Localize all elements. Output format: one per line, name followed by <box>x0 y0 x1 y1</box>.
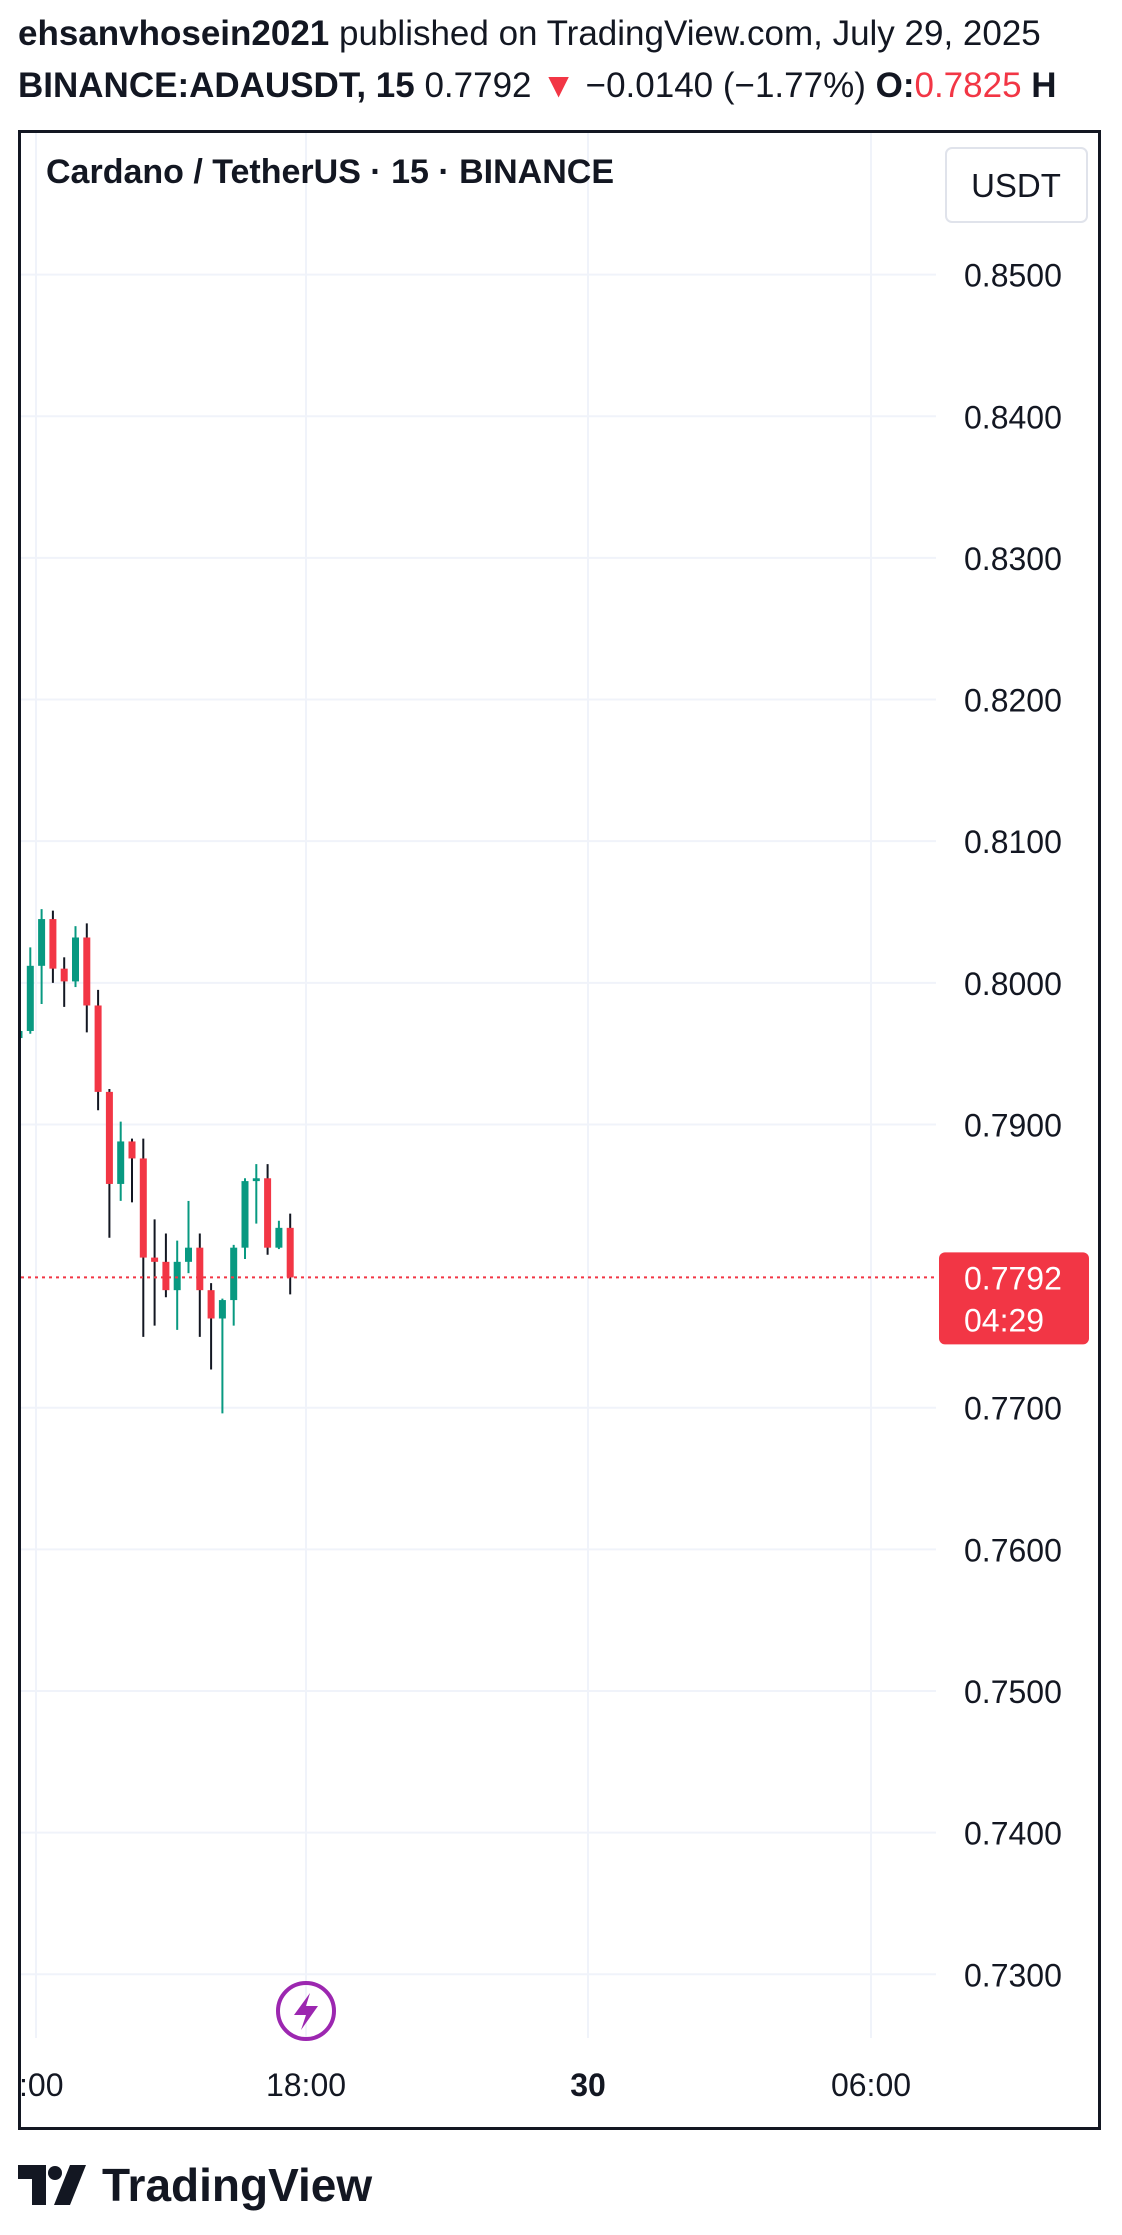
price-tick-label: 0.7700 <box>964 1391 1062 1427</box>
candle-body <box>185 1247 192 1262</box>
time-tick-label: :00 <box>21 2067 63 2103</box>
publish-line: ehsanvhosein2021 published on TradingVie… <box>18 14 1041 54</box>
last-price-label: 0.7792 <box>964 1260 1062 1296</box>
candles <box>21 909 294 1414</box>
currency-button[interactable]: USDT <box>945 147 1088 223</box>
last-price-badge <box>939 1252 1089 1345</box>
candle-body <box>139 1158 147 1258</box>
candle-body <box>286 1227 294 1278</box>
price-tick-label: 0.8300 <box>964 541 1062 577</box>
candle-body <box>83 937 91 1006</box>
candle-body <box>196 1247 204 1291</box>
candlestick-chart[interactable]: 0.8500 0.8400 0.8300 0.8200 0.8100 0.8000 0.79… <box>21 133 1098 2127</box>
candle-body <box>275 1227 283 1248</box>
candle-body <box>151 1257 159 1262</box>
price-axis[interactable]: 0.8500 0.8400 0.8300 0.8200 0.8100 0.8000 0.79… <box>964 258 1062 1994</box>
candle-body <box>128 1141 136 1159</box>
time-axis[interactable]: :00 18:00 30 06:00 <box>21 2067 911 2103</box>
time-tick-label: 18:00 <box>266 2067 346 2103</box>
grid-layer <box>21 133 936 2038</box>
candle-body <box>252 1178 260 1182</box>
high-label: H <box>1031 66 1057 105</box>
candle-body <box>26 965 34 1031</box>
tradingview-logo-icon <box>18 2165 86 2205</box>
tradingview-logo[interactable]: TradingView <box>18 2158 372 2212</box>
last-price-marker: 0.7792 04:29 <box>21 1252 1089 1345</box>
down-arrow-icon: ▼ <box>541 66 576 105</box>
chart-title: Cardano / TetherUS · 15 · BINANCE <box>46 153 614 191</box>
author-name[interactable]: ehsanvhosein2021 <box>18 14 330 53</box>
tradingview-wordmark: TradingView <box>102 2159 373 2211</box>
candle-body <box>173 1261 181 1291</box>
price-tick-label: 0.8500 <box>964 258 1062 294</box>
price-tick-label: 0.7500 <box>964 1674 1062 1710</box>
candle-body <box>207 1290 215 1319</box>
candle-body <box>117 1141 125 1184</box>
symbol-label: BINANCE:ADAUSDT, 15 <box>18 66 415 105</box>
chart-frame: 0.8500 0.8400 0.8300 0.8200 0.8100 0.8000 0.79… <box>18 130 1101 2130</box>
candle-body <box>49 919 57 969</box>
price-tick-label: 0.7900 <box>964 1107 1062 1143</box>
candle-body <box>264 1178 272 1248</box>
lightning-icon[interactable] <box>276 1981 336 2041</box>
symbol-line: BINANCE:ADAUSDT, 15 0.7792 ▼ −0.0140 (−1… <box>18 66 1122 106</box>
countdown-label: 04:29 <box>964 1302 1044 1338</box>
candle-body <box>38 919 46 966</box>
open-label: O: <box>875 66 915 105</box>
price-tick-label: 0.8000 <box>964 966 1062 1002</box>
price-tick-label: 0.7600 <box>964 1532 1062 1568</box>
price-tick-label: 0.8200 <box>964 683 1062 719</box>
candle-body <box>241 1181 249 1248</box>
time-tick-label: 30 <box>570 2067 606 2103</box>
price-tick-label: 0.7400 <box>964 1816 1062 1852</box>
price-tick-label: 0.7300 <box>964 1957 1062 1993</box>
published-info: published on TradingView.com, July 29, 2… <box>339 14 1041 53</box>
open-value: 0.7825 <box>914 66 1022 105</box>
price-tick-label: 0.8100 <box>964 824 1062 860</box>
candle-body <box>230 1247 238 1301</box>
price-tick-label: 0.8400 <box>964 399 1062 435</box>
candle-body <box>94 1005 102 1092</box>
price-change: −0.0140 (−1.77%) <box>585 66 866 105</box>
candle-body <box>21 1030 23 1039</box>
time-tick-label: 06:00 <box>831 2067 911 2103</box>
candle-body <box>72 937 79 982</box>
currency-label: USDT <box>971 167 1061 204</box>
candle-body <box>162 1261 170 1291</box>
candle-body <box>60 968 68 982</box>
candle-body <box>105 1091 113 1184</box>
last-price: 0.7792 <box>424 66 532 105</box>
candle-body <box>218 1300 226 1319</box>
